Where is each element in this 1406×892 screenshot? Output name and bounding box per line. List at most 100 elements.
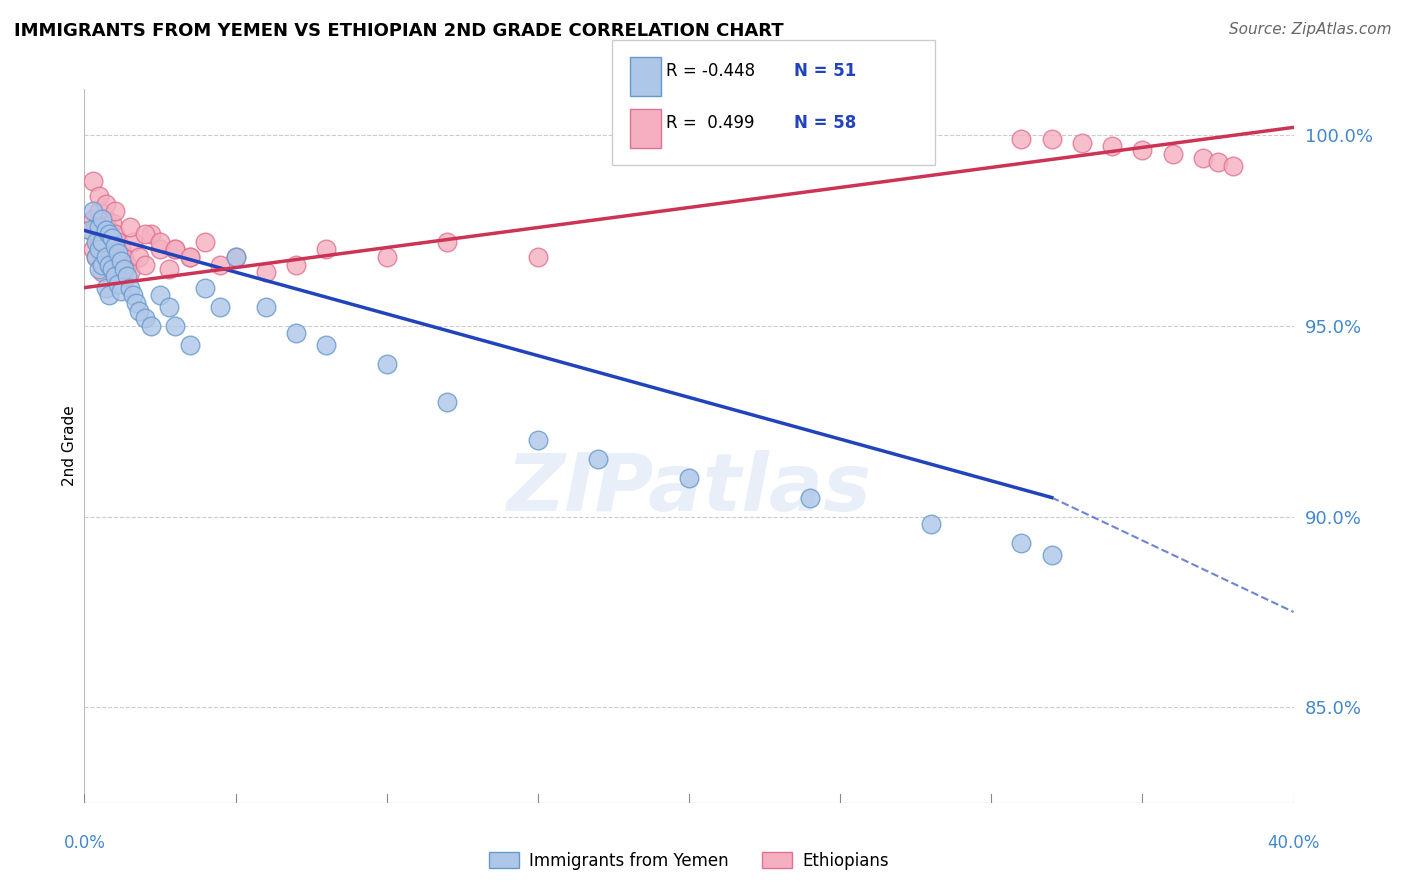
Point [315,338,337,352]
Point [104,238,127,252]
Point [118,219,141,234]
Point [97,227,120,242]
Point [91,258,114,272]
Point [134,311,156,326]
Point [112,250,135,264]
Point [1192,151,1215,165]
Point [375,250,398,264]
Point [79,223,101,237]
Point [86,219,108,234]
Point [165,318,187,333]
Point [209,258,232,272]
Point [194,235,217,249]
Point [165,243,187,257]
Point [315,243,337,257]
Point [104,269,127,284]
Point [97,258,120,272]
Point [678,471,700,485]
Point [86,235,108,249]
Point [107,235,129,249]
Point [97,250,120,264]
Point [134,227,156,242]
Point [100,231,122,245]
Point [110,285,132,299]
Point [115,269,138,284]
Point [799,491,821,505]
Point [527,250,550,264]
Point [94,250,117,264]
Point [1071,136,1094,150]
Point [91,219,114,234]
Point [91,243,114,257]
Point [285,258,308,272]
Point [91,235,114,249]
Text: IMMIGRANTS FROM YEMEN VS ETHIOPIAN 2ND GRADE CORRELATION CHART: IMMIGRANTS FROM YEMEN VS ETHIOPIAN 2ND G… [14,22,783,40]
Point [254,300,277,314]
Point [115,258,138,272]
Point [149,243,172,257]
Point [165,243,187,257]
Point [436,395,458,409]
Point [139,227,162,242]
Point [94,196,117,211]
Point [86,250,108,264]
Point [1040,132,1063,146]
Point [1206,154,1229,169]
Point [285,326,308,341]
Legend: Immigrants from Yemen, Ethiopians: Immigrants from Yemen, Ethiopians [482,846,896,877]
Point [134,258,156,272]
Point [82,204,104,219]
Point [94,280,117,294]
Point [254,265,277,279]
Point [100,216,122,230]
Point [100,261,122,276]
Point [527,434,550,448]
Point [179,250,201,264]
Text: 0.0%: 0.0% [63,834,105,852]
Point [86,250,108,264]
Point [121,235,143,249]
Point [104,204,127,219]
Point [125,296,148,310]
Text: ZIPatlas: ZIPatlas [506,450,872,528]
Point [149,288,172,302]
Point [375,357,398,371]
Point [149,235,172,249]
Point [157,300,180,314]
Text: Source: ZipAtlas.com: Source: ZipAtlas.com [1229,22,1392,37]
Text: R =  0.499: R = 0.499 [666,114,755,132]
Point [118,280,141,294]
Point [97,288,120,302]
Point [107,246,129,260]
Point [79,223,101,237]
Point [225,250,247,264]
Point [82,243,104,257]
Point [118,265,141,279]
Point [1130,143,1153,157]
Point [588,452,610,467]
Point [436,235,458,249]
Point [225,250,247,264]
Text: R = -0.448: R = -0.448 [666,62,755,80]
Point [82,211,104,226]
Point [94,238,117,252]
Point [82,174,104,188]
Point [89,243,111,257]
Point [104,258,127,272]
Point [89,204,111,219]
Point [89,261,111,276]
Point [100,246,122,260]
Point [179,338,201,352]
Point [110,254,132,268]
Text: N = 51: N = 51 [794,62,856,80]
Point [1101,139,1123,153]
Point [920,517,942,532]
Point [89,219,111,234]
Point [1011,132,1033,146]
Point [97,223,120,237]
Point [1011,536,1033,550]
Point [110,243,132,257]
Point [112,261,135,276]
Point [94,211,117,226]
Point [91,211,114,226]
